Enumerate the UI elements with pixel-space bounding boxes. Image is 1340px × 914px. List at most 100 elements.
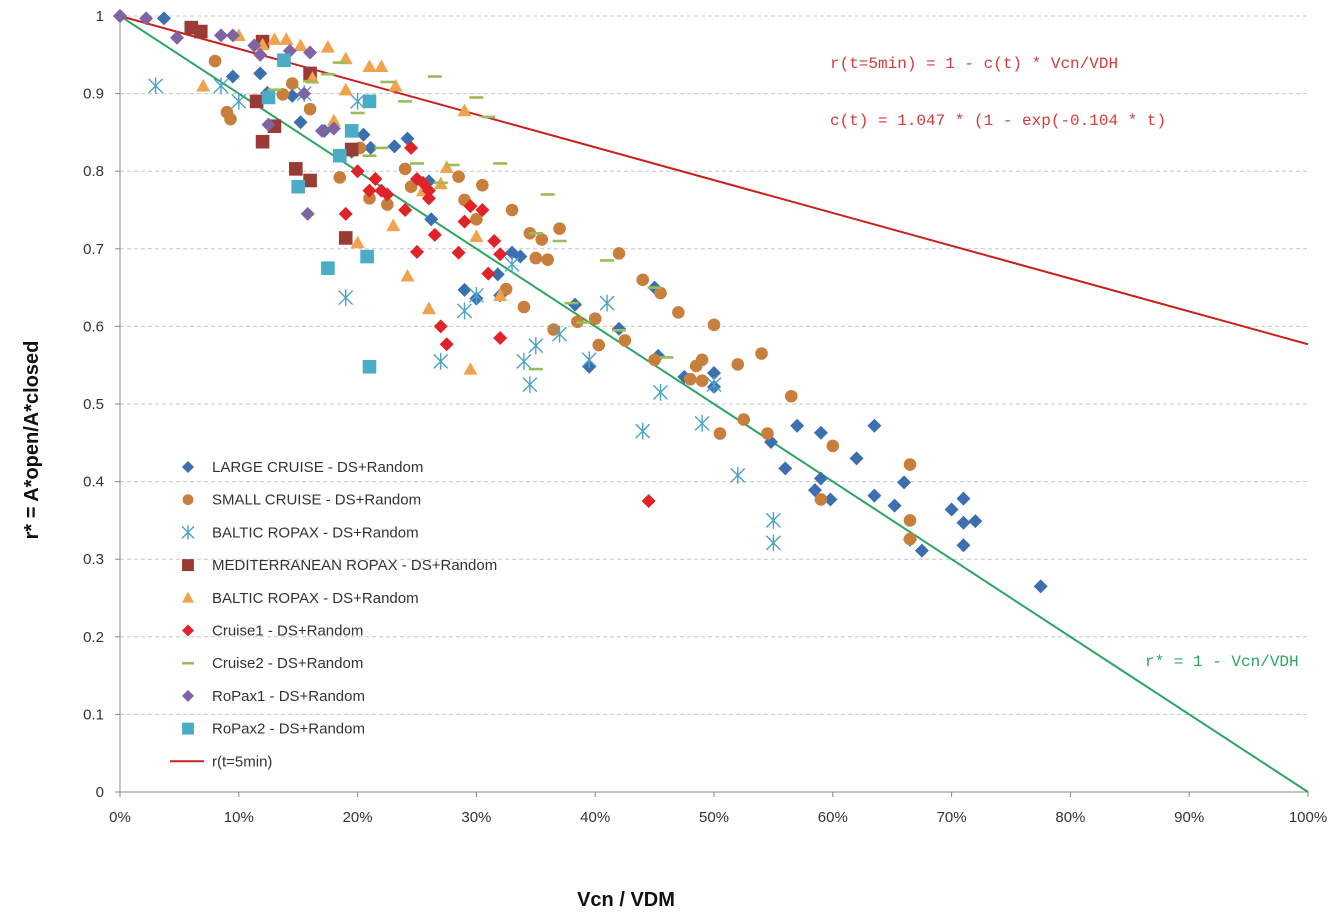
legend-item: Cruise1 - DS+Random <box>182 623 363 640</box>
legend-label: r(t=5min) <box>212 753 272 770</box>
legend-item: LARGE CRUISE - DS+Random <box>182 459 423 476</box>
x-tick-label: 20% <box>343 809 373 826</box>
data-point <box>380 187 395 202</box>
series-3 <box>148 77 781 552</box>
data-point <box>914 543 929 558</box>
data-point <box>410 162 424 165</box>
data-point <box>505 203 519 217</box>
legend-label: MEDITERRANEAN ROPAX - DS+Random <box>212 557 497 574</box>
y-tick-label: 0.9 <box>83 86 104 103</box>
y-tick-label: 0.6 <box>83 318 104 335</box>
data-point <box>516 352 532 370</box>
data-point <box>611 328 626 332</box>
data-point <box>388 78 403 92</box>
data-point <box>193 24 208 39</box>
data-point <box>362 59 377 73</box>
data-point <box>380 80 395 84</box>
data-point <box>552 239 567 243</box>
data-point <box>487 234 502 249</box>
data-point <box>468 286 484 304</box>
data-point <box>765 512 781 529</box>
data-point <box>807 483 822 498</box>
x-tick-label: 50% <box>699 809 729 826</box>
data-point <box>706 376 722 393</box>
data-point <box>944 502 959 517</box>
data-point <box>463 362 478 375</box>
x-tick-labels: 0% 10% 20% 30% 40% 50% 60% 70% 80% 90% 100% <box>109 809 1327 826</box>
legend-marker <box>182 461 194 473</box>
data-point <box>344 142 359 157</box>
data-point <box>338 82 353 96</box>
data-point <box>421 191 436 206</box>
data-point <box>387 139 402 154</box>
data-points <box>113 9 1048 594</box>
x-tick-label: 90% <box>1174 809 1204 826</box>
y-tick-label: 0.8 <box>83 163 104 180</box>
data-point <box>247 38 262 53</box>
data-point <box>255 134 270 149</box>
legend-item: BALTIC ROPAX - DS+Random <box>181 524 419 541</box>
data-point <box>350 235 365 249</box>
data-point <box>1033 579 1048 594</box>
data-point <box>213 28 228 43</box>
data-point <box>445 163 460 167</box>
data-point <box>363 140 378 155</box>
data-point <box>618 334 632 347</box>
data-point <box>374 146 389 150</box>
data-point <box>362 154 377 157</box>
data-point <box>360 249 374 264</box>
data-point <box>427 227 442 242</box>
data-point <box>253 66 268 81</box>
data-point <box>350 111 365 115</box>
data-point <box>672 306 685 319</box>
data-point <box>410 244 424 259</box>
data-point <box>213 77 229 95</box>
legend-marker <box>182 722 194 735</box>
y-tick-label: 0 <box>96 784 104 801</box>
data-point <box>404 140 419 155</box>
data-point <box>148 77 164 95</box>
legend-item: BALTIC ROPAX - DS+Random <box>182 590 419 607</box>
x-tick-label: 40% <box>580 809 610 826</box>
data-point <box>635 422 651 440</box>
data-point <box>535 233 549 246</box>
data-point <box>300 206 315 221</box>
data-point <box>493 288 508 301</box>
data-point <box>433 352 449 370</box>
y-tick-label: 0.1 <box>83 706 104 723</box>
data-point <box>321 261 335 275</box>
data-point <box>528 367 543 371</box>
data-point <box>849 451 864 466</box>
data-point <box>481 266 496 281</box>
annotation-formula-rstar: r* = 1 - Vcn/VDH <box>1145 653 1299 671</box>
data-point <box>362 94 377 109</box>
data-point <box>641 494 656 508</box>
data-point <box>457 282 472 297</box>
data-point <box>470 213 483 226</box>
axes <box>115 15 1309 797</box>
data-point <box>713 427 727 440</box>
data-point <box>469 96 484 99</box>
y-axis-title: r* = A*open/A*closed <box>21 341 43 540</box>
data-point <box>547 323 560 336</box>
data-point <box>552 325 568 343</box>
data-point <box>612 247 626 260</box>
data-point <box>156 11 171 26</box>
x-tick-label: 10% <box>224 809 254 826</box>
data-point <box>493 331 508 346</box>
legend-marker <box>181 525 195 540</box>
data-point <box>433 319 448 334</box>
data-point <box>903 532 917 546</box>
data-point <box>903 514 917 527</box>
data-point <box>968 514 983 529</box>
x-axis-title: Vcn / VDM <box>577 889 675 911</box>
data-point <box>231 92 247 110</box>
legend-label: LARGE CRUISE - DS+Random <box>212 459 423 476</box>
data-point <box>755 347 768 360</box>
data-point <box>790 418 805 433</box>
data-point <box>363 192 376 205</box>
series-8 <box>113 9 341 221</box>
data-point <box>439 337 454 352</box>
data-point <box>261 117 276 132</box>
